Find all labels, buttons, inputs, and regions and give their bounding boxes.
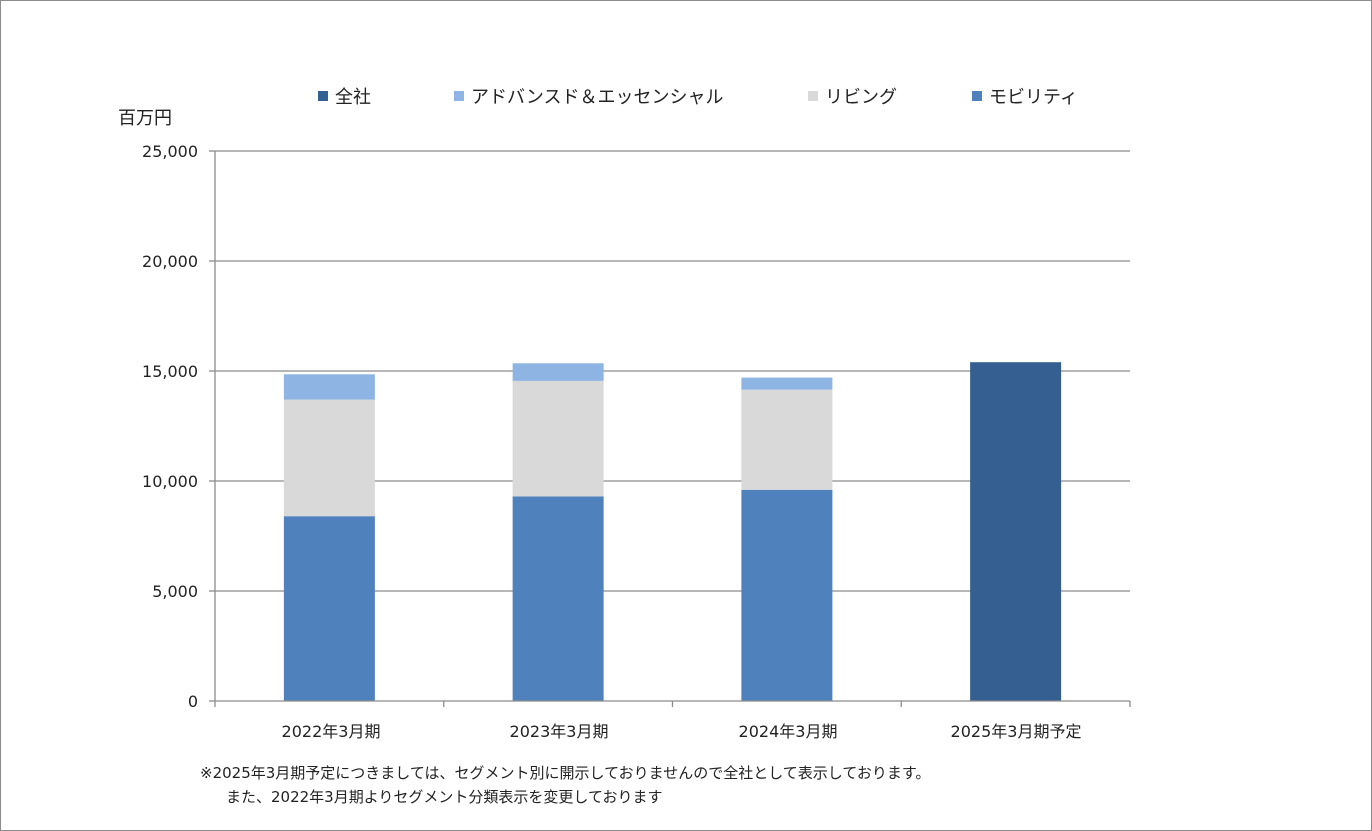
y-tick-label: 15,000 — [142, 362, 198, 381]
bar-segment — [741, 389, 833, 490]
bar-segment — [970, 362, 1062, 701]
legend-label: リビング — [825, 87, 897, 108]
legend-item-mobility: モビリティ — [972, 84, 1078, 108]
legend-label: 全社 — [335, 87, 371, 108]
y-tick-label: 20,000 — [142, 252, 198, 271]
x-tick-label: 2025年3月期予定 — [950, 722, 1082, 741]
legend-swatch — [972, 91, 982, 101]
legend-swatch — [318, 91, 328, 101]
x-tick-label: 2022年3月期 — [281, 722, 381, 741]
bar-segment — [283, 399, 375, 517]
x-tick-label: 2023年3月期 — [509, 722, 609, 741]
footnote-line-1: ※2025年3月期予定につきましては、セグメント別に開示しておりませんので全社と… — [200, 764, 931, 782]
y-axis-unit-label: 百万円 — [118, 108, 172, 129]
footnote-line-2: また、2022年3月期よりセグメント分類表示を変更しております — [226, 788, 663, 806]
x-tick-label: 2024年3月期 — [738, 722, 838, 741]
y-tick-label: 0 — [187, 692, 198, 711]
bar-segment — [512, 380, 604, 497]
legend-label: アドバンスド＆エッセンシャル — [471, 87, 724, 108]
bar-segment — [741, 489, 833, 701]
legend-swatch — [454, 91, 464, 101]
legend-item-advanced-essential: アドバンスド＆エッセンシャル — [454, 84, 724, 108]
legend-swatch — [808, 91, 818, 101]
legend-item-living: リビング — [808, 84, 897, 108]
bar-segment — [512, 496, 604, 701]
bar-segment — [283, 374, 375, 400]
bar-segment — [283, 516, 375, 701]
bar-segment — [512, 363, 604, 381]
legend-item-zensha: 全社 — [318, 84, 371, 108]
y-tick-label: 5,000 — [152, 582, 198, 601]
legend-label: モビリティ — [989, 87, 1078, 108]
y-tick-label: 10,000 — [142, 472, 198, 491]
y-tick-label: 25,000 — [142, 142, 198, 161]
bar-segment — [741, 377, 833, 390]
